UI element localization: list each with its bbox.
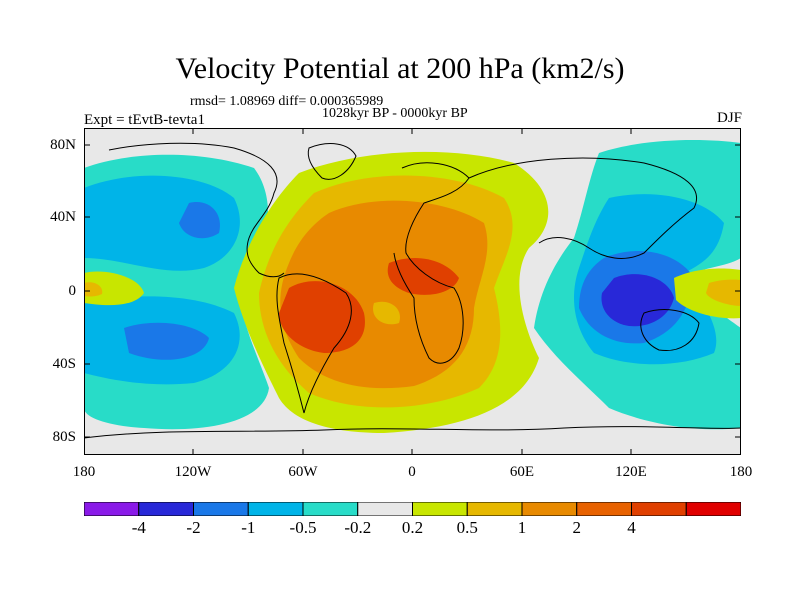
colorbar-swatch xyxy=(631,502,687,516)
colorbar-swatch xyxy=(193,502,249,516)
atlantic-moderate-patch xyxy=(373,301,400,325)
experiment-label: Expt = tEvtB-tevta1 xyxy=(84,112,205,128)
colorbar-swatch xyxy=(302,502,359,516)
lon-label-60e: 60E xyxy=(509,464,535,480)
east-pacific-negative-inner xyxy=(84,175,240,271)
colorbar-label: -2 xyxy=(186,518,201,537)
dateline-positive-west xyxy=(84,271,144,306)
australia-coast xyxy=(640,309,700,352)
lon-label-180e: 180 xyxy=(729,464,753,480)
east-pacific-core-south xyxy=(124,322,209,360)
colorbar-label: -1 xyxy=(241,518,256,537)
north-america-coast xyxy=(108,142,285,278)
lat-label-80n: 80N xyxy=(50,137,76,153)
colorbar-swatch xyxy=(138,502,194,516)
lat-label-80s: 80S xyxy=(52,429,76,445)
colorbar-swatch xyxy=(357,502,413,516)
lon-label-180w: 180 xyxy=(72,464,96,480)
colorbar-swatch xyxy=(84,502,140,516)
dateline-positive-west-core xyxy=(84,282,103,297)
colorbar-label: 4 xyxy=(627,518,636,537)
south-america-coast xyxy=(276,273,352,414)
season-label: DJF xyxy=(716,110,742,126)
lon-label-0: 0 xyxy=(408,464,416,480)
lon-label-60w: 60W xyxy=(288,464,318,480)
colorbar-swatch xyxy=(521,502,578,516)
coastlines xyxy=(84,142,741,439)
colorbar-swatch xyxy=(685,502,741,516)
lat-label-40s: 40S xyxy=(52,356,76,372)
colorbar-swatch xyxy=(576,502,632,516)
colorbar xyxy=(84,502,741,516)
east-pacific-core-north xyxy=(179,202,220,239)
stats-text: rmsd= 1.08969 diff= 0.000365989 xyxy=(190,94,384,109)
colorbar-label: -4 xyxy=(131,518,146,537)
greenland-coast xyxy=(307,143,357,180)
colorbar-label: -0.5 xyxy=(289,518,317,537)
colorbar-swatch xyxy=(247,502,304,516)
lon-label-120e: 120E xyxy=(615,464,647,480)
plot-title: Velocity Potential at 200 hPa (km2/s) xyxy=(175,52,625,85)
colorbar-label: 0.2 xyxy=(401,518,424,537)
lat-label-40n: 40N xyxy=(50,209,76,225)
antarctica-coast xyxy=(84,426,741,439)
europe-africa-coast xyxy=(393,162,470,364)
tick-marks xyxy=(84,128,741,455)
colorbar-label: 2 xyxy=(572,518,582,537)
colorbar-label: 1 xyxy=(517,518,527,537)
dateline-positive-east-core xyxy=(706,279,741,306)
colorbar-swatch xyxy=(412,502,468,516)
colorbar-label: 0.5 xyxy=(456,518,478,537)
colorbar-label: -0.2 xyxy=(344,518,372,537)
maritime-continent-core xyxy=(601,274,674,327)
asia-coast xyxy=(468,157,697,259)
velocity-potential-map xyxy=(84,128,741,455)
period-text: 1028kyr BP - 0000kyr BP xyxy=(322,106,468,121)
lat-label-equator: 0 xyxy=(68,283,77,299)
colorbar-swatch xyxy=(466,502,523,516)
africa-max-region xyxy=(387,258,459,295)
lon-label-120w: 120W xyxy=(174,464,212,480)
